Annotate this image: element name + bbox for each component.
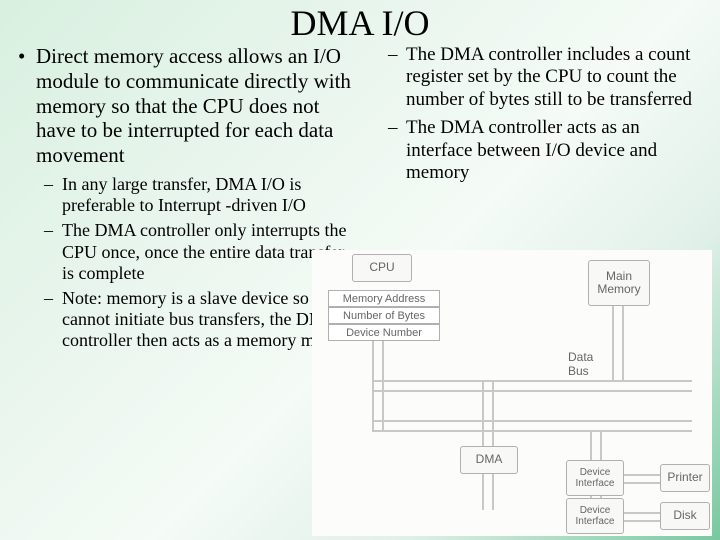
device-interface-box: Device Interface [566, 460, 624, 496]
register-box: Number of Bytes [328, 307, 440, 324]
sub-bullet-text: The DMA controller acts as an interface … [406, 117, 710, 184]
sub-bullet: – The DMA controller acts as an interfac… [388, 117, 710, 184]
data-bus-label: Data Bus [568, 350, 593, 378]
bus-line [624, 520, 664, 522]
main-bullet: • Direct memory access allows an I/O mod… [18, 44, 358, 168]
bus-line [382, 340, 384, 430]
bus-line [624, 482, 664, 484]
disk-box: Disk [660, 502, 710, 530]
bullet-mark: • [18, 44, 36, 168]
sub-bullet: – Note: memory is a slave device so it c… [44, 288, 358, 352]
dash-mark: – [44, 288, 62, 352]
slide-title: DMA I/O [0, 0, 720, 44]
bus-line [600, 430, 602, 462]
sub-bullet: – The DMA controller only interrupts the… [44, 220, 358, 284]
dma-box: DMA [460, 446, 518, 474]
bus-line [372, 390, 692, 392]
register-box: Memory Address [328, 290, 440, 307]
sub-bullet-text: In any large transfer, DMA I/O is prefer… [62, 174, 358, 216]
device-interface-box: Device Interface [566, 498, 624, 534]
dma-diagram: CPU Memory Address Number of Bytes Devic… [312, 250, 712, 536]
printer-box: Printer [660, 464, 710, 492]
sub-bullet-text: The DMA controller includes a count regi… [406, 44, 710, 111]
bus-line [624, 512, 664, 514]
bus-line [372, 380, 692, 382]
bus-line [482, 380, 484, 510]
sub-bullet: – The DMA controller includes a count re… [388, 44, 710, 111]
sub-bullet: – In any large transfer, DMA I/O is pref… [44, 174, 358, 216]
dash-mark: – [44, 220, 62, 284]
main-bullet-text: Direct memory access allows an I/O modul… [36, 44, 358, 168]
bus-line [622, 306, 624, 382]
bus-line [372, 420, 692, 422]
bus-line [372, 430, 692, 432]
register-box: Device Number [328, 324, 440, 341]
bus-line [590, 430, 592, 462]
cpu-box: CPU [352, 254, 412, 282]
bus-line [492, 380, 494, 510]
bus-line [612, 306, 614, 382]
bus-line [624, 474, 664, 476]
dash-mark: – [44, 174, 62, 216]
dash-mark: – [388, 44, 406, 111]
main-memory-box: Main Memory [588, 260, 650, 306]
dash-mark: – [388, 117, 406, 184]
bus-line [372, 340, 374, 430]
